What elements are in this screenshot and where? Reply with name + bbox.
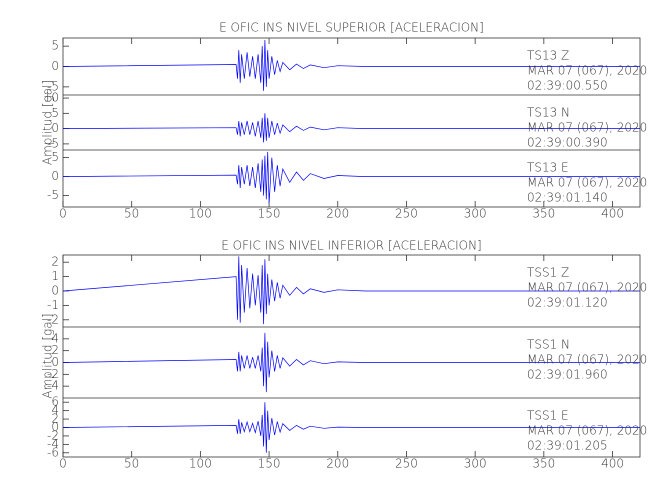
y-tick-label: -1 bbox=[47, 298, 59, 312]
x-tick-label: 300 bbox=[464, 457, 487, 471]
trace bbox=[62, 332, 640, 393]
trace bbox=[62, 151, 640, 204]
chart-title: E OFIC INS NIVEL SUPERIOR [ACELERACION] bbox=[219, 21, 484, 35]
y-tick-label: -4 bbox=[47, 379, 59, 393]
y-tick-label: -2 bbox=[47, 367, 59, 381]
x-tick-label: 200 bbox=[326, 457, 349, 471]
y-axis-label: Amplitud [gal] bbox=[41, 313, 55, 398]
x-tick-label: 150 bbox=[258, 457, 281, 471]
x-tick-label: 100 bbox=[189, 457, 212, 471]
trace bbox=[62, 402, 640, 453]
x-tick-label: 0 bbox=[59, 457, 67, 471]
y-tick-label: 2 bbox=[51, 412, 59, 426]
x-tick-label: 0 bbox=[59, 207, 67, 221]
y-tick-label: 1 bbox=[51, 269, 59, 283]
y-tick-label: -5 bbox=[47, 136, 59, 150]
trace-annotation: MAR 07 (067), 2020 bbox=[527, 281, 647, 295]
trace-annotation: MAR 07 (067), 2020 bbox=[527, 121, 647, 135]
y-tick-label: 0 bbox=[51, 169, 59, 183]
y-axis-label: Amplitud [gal] bbox=[41, 80, 55, 165]
plot-frame bbox=[62, 254, 641, 458]
x-tick-label: 250 bbox=[395, 207, 418, 221]
y-tick-label: 0 bbox=[51, 420, 59, 434]
x-tick-label: 400 bbox=[601, 207, 624, 221]
y-tick-label: 4 bbox=[51, 403, 59, 417]
x-tick-label: 150 bbox=[258, 207, 281, 221]
trace-annotation: TSS1 N bbox=[527, 338, 570, 352]
trace-annotation: TS13 Z bbox=[527, 49, 569, 63]
trace-annotation: MAR 07 (067), 2020 bbox=[527, 353, 647, 367]
x-tick-label: 250 bbox=[395, 457, 418, 471]
x-tick-label: 100 bbox=[189, 207, 212, 221]
y-tick-label: 0 bbox=[51, 59, 59, 73]
trace-annotation: 02:39:01.205 bbox=[527, 439, 608, 453]
trace-annotation: MAR 07 (067), 2020 bbox=[527, 176, 647, 190]
x-tick-label: 350 bbox=[532, 457, 555, 471]
y-tick-label: 5 bbox=[51, 150, 59, 164]
y-tick-label: 0 bbox=[51, 355, 59, 369]
x-tick-label: 200 bbox=[326, 207, 349, 221]
trace bbox=[62, 256, 640, 325]
x-tick-label: 50 bbox=[124, 457, 139, 471]
x-tick-label: 350 bbox=[532, 207, 555, 221]
trace-annotation: 02:39:01.960 bbox=[527, 368, 608, 382]
y-tick-label: 0 bbox=[51, 284, 59, 298]
x-tick-label: 400 bbox=[601, 457, 624, 471]
trace-annotation: MAR 07 (067), 2020 bbox=[527, 64, 647, 78]
trace-annotation: TSS1 Z bbox=[527, 266, 569, 280]
trace bbox=[62, 113, 640, 143]
y-tick-label: -4 bbox=[47, 437, 59, 451]
y-tick-label: -2 bbox=[47, 312, 59, 326]
y-tick-label: -2 bbox=[47, 428, 59, 442]
y-tick-label: -5 bbox=[47, 79, 59, 93]
y-tick-label: -6 bbox=[47, 445, 59, 459]
trace-annotation: 02:39:01.120 bbox=[527, 296, 608, 310]
trace-annotation: 02:39:00.390 bbox=[527, 136, 608, 150]
y-tick-label: 4 bbox=[51, 331, 59, 345]
plot-frame bbox=[62, 37, 641, 208]
trace bbox=[62, 39, 640, 91]
y-tick-label: 5 bbox=[51, 106, 59, 120]
x-tick-label: 300 bbox=[464, 207, 487, 221]
y-tick-label: 0 bbox=[51, 121, 59, 135]
trace-annotation: MAR 07 (067), 2020 bbox=[527, 424, 647, 438]
y-tick-label: 5 bbox=[51, 39, 59, 53]
chart-title: E OFIC INS NIVEL INFERIOR [ACELERACION] bbox=[221, 239, 481, 253]
y-tick-label: 2 bbox=[51, 343, 59, 357]
trace-annotation: TS13 E bbox=[527, 161, 569, 175]
trace-annotation: TS13 N bbox=[527, 106, 570, 120]
y-tick-label: 6 bbox=[51, 395, 59, 409]
trace-annotation: 02:39:01.140 bbox=[527, 191, 608, 205]
x-tick-label: 50 bbox=[124, 207, 139, 221]
trace-annotation: 02:39:00.550 bbox=[527, 79, 608, 93]
y-tick-label: 2 bbox=[51, 255, 59, 269]
y-tick-label: 10 bbox=[44, 91, 59, 105]
trace-annotation: TSS1 E bbox=[527, 409, 569, 423]
y-tick-label: -5 bbox=[47, 188, 59, 202]
